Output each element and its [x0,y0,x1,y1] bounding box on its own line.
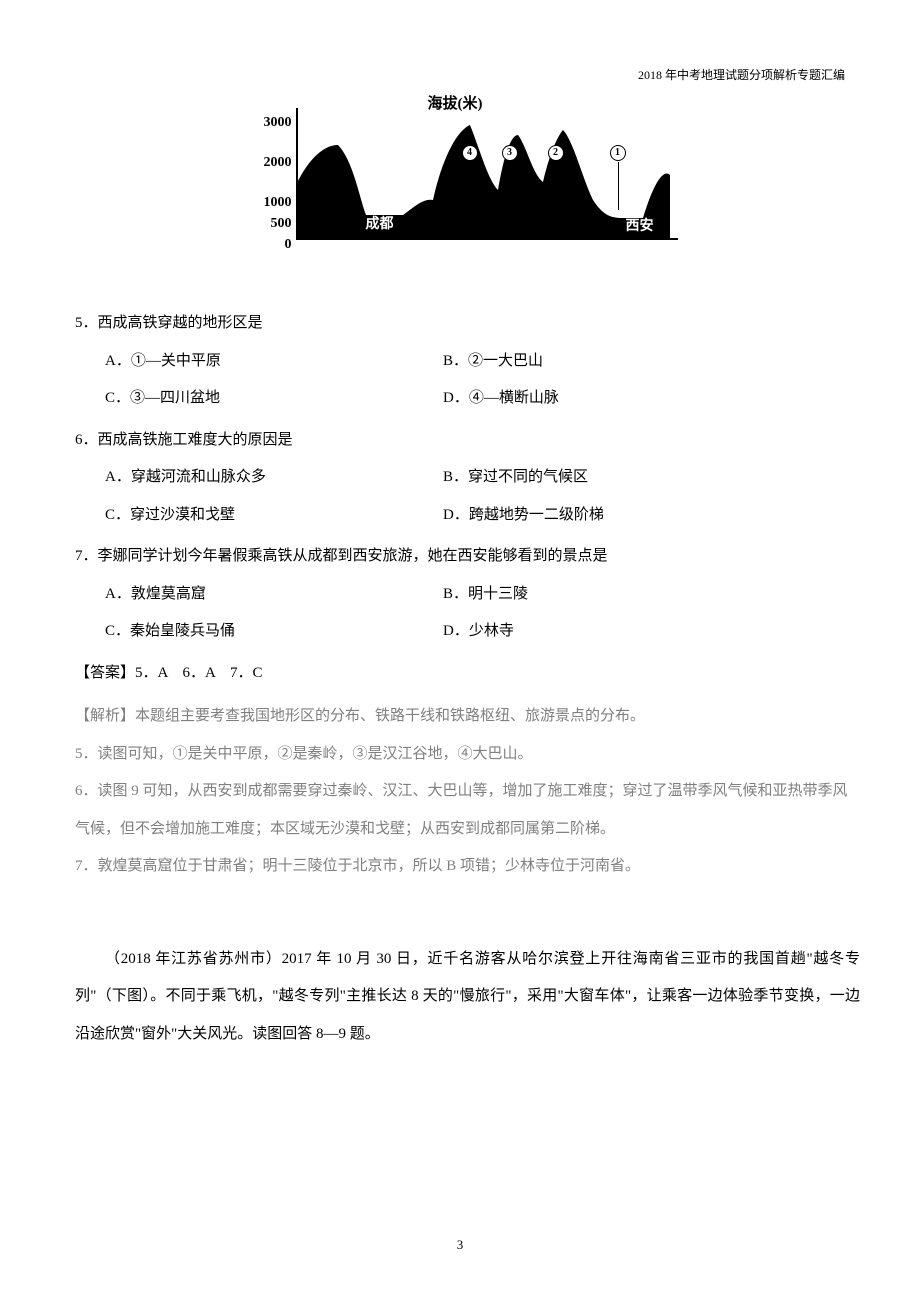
analysis-line: 6．读图 9 可知，从西安到成都需要穿过秦岭、汉江、大巴山等，增加了施工难度；穿… [75,773,860,848]
analysis-line: 【解析】本题组主要考查我国地形区的分布、铁路干线和铁路枢纽、旅游景点的分布。 [75,698,860,736]
answer-line: 【答案】5．A 6．A 7．C [75,655,860,693]
option: D．跨越地势一二级阶梯 [443,497,860,535]
chart-marker: 2 [548,145,564,161]
option: C．③—四川盆地 [105,380,443,418]
options-row: C．③—四川盆地D．④—横断山脉 [75,380,860,418]
marker-line [618,162,620,210]
elevation-profile-chart: 海拔(米) 3000200010005000 4321 成都西安 [248,90,688,285]
y-tick-label: 2000 [248,148,292,179]
option: C．秦始皇陵兵马俑 [105,613,443,651]
option: A．敦煌莫高窟 [105,576,443,614]
y-axis-title: 海拔(米) [428,88,483,121]
option: D．少林寺 [443,613,860,651]
question-group: 6．西成高铁施工难度大的原因是A．穿越河流和山脉众多B．穿过不同的气候区C．穿过… [75,422,860,535]
marker-line [556,162,558,184]
elevation-chart-container: 海拔(米) 3000200010005000 4321 成都西安 [75,90,860,285]
marker-line [470,162,472,214]
chart-marker: 4 [462,145,478,161]
y-tick-label: 3000 [248,108,292,139]
page-number: 3 [0,1231,920,1260]
x-axis [296,238,678,240]
page-header: 2018 年中考地理试题分项解析专题汇编 [638,62,845,88]
option: B．明十三陵 [443,576,860,614]
option: C．穿过沙漠和戈壁 [105,497,443,535]
marker-line [510,162,512,184]
y-tick-label: 0 [248,230,292,261]
question-text: 7．李娜同学计划今年暑假乘高铁从成都到西安旅游，她在西安能够看到的景点是 [75,538,860,576]
analysis-block: 【解析】本题组主要考查我国地形区的分布、铁路干线和铁路枢纽、旅游景点的分布。5．… [75,698,860,886]
header-text: 2018 年中考地理试题分项解析专题汇编 [638,68,845,82]
question-group: 5．西成高铁穿越的地形区是A．①—关中平原B．②一大巴山C．③—四川盆地D．④—… [75,305,860,418]
option: B．穿过不同的气候区 [443,459,860,497]
chart-marker: 1 [610,145,626,161]
option: B．②一大巴山 [443,343,860,381]
passage-text: （2018 年江苏省苏州市）2017 年 10 月 30 日，近千名游客从哈尔滨… [75,941,860,1054]
options-row: A．敦煌莫高窟B．明十三陵 [75,576,860,614]
city-label: 成都 [366,210,394,241]
option: D．④—横断山脉 [443,380,860,418]
question-group: 7．李娜同学计划今年暑假乘高铁从成都到西安旅游，她在西安能够看到的景点是A．敦煌… [75,538,860,651]
options-row: C．秦始皇陵兵马俑D．少林寺 [75,613,860,651]
options-row: C．穿过沙漠和戈壁D．跨越地势一二级阶梯 [75,497,860,535]
answer-text: 【答案】5．A 6．A 7．C [75,665,263,681]
city-label: 西安 [626,212,654,243]
option: A．穿越河流和山脉众多 [105,459,443,497]
analysis-line: 5．读图可知，①是关中平原，②是秦岭，③是汉江谷地，④大巴山。 [75,736,860,774]
analysis-line: 7．敦煌莫高窟位于甘肃省；明十三陵位于北京市，所以 B 项错；少林寺位于河南省。 [75,848,860,886]
passage-block: （2018 年江苏省苏州市）2017 年 10 月 30 日，近千名游客从哈尔滨… [75,941,860,1054]
question-text: 6．西成高铁施工难度大的原因是 [75,422,860,460]
options-row: A．穿越河流和山脉众多B．穿过不同的气候区 [75,459,860,497]
option: A．①—关中平原 [105,343,443,381]
chart-marker: 3 [502,145,518,161]
question-text: 5．西成高铁穿越的地形区是 [75,305,860,343]
options-row: A．①—关中平原B．②一大巴山 [75,343,860,381]
y-axis [296,108,298,240]
